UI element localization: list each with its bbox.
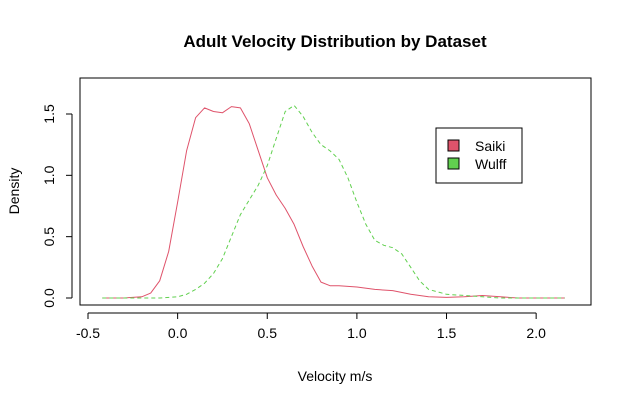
series-layer bbox=[102, 104, 565, 299]
y-tick-label: 0.0 bbox=[41, 288, 57, 308]
chart-title: Adult Velocity Distribution by Dataset bbox=[183, 32, 487, 51]
y-tick-label: 0.5 bbox=[41, 227, 57, 247]
legend: Saiki Wulff bbox=[435, 127, 523, 184]
y-tick-label: 1.0 bbox=[41, 165, 57, 185]
series-line-saiki bbox=[102, 106, 565, 299]
plot-box bbox=[79, 77, 592, 306]
y-axis-label: Density bbox=[6, 168, 22, 215]
x-tick-label: 2.0 bbox=[526, 325, 546, 341]
legend-box bbox=[435, 127, 523, 184]
legend-swatch-saiki bbox=[447, 139, 460, 152]
legend-label-wulff: Wulff bbox=[475, 156, 506, 172]
x-tick-label: 0.5 bbox=[258, 325, 278, 341]
x-tick-label: 0.0 bbox=[168, 325, 188, 341]
legend-label-saiki: Saiki bbox=[475, 138, 505, 154]
x-axis-label: Velocity m/s bbox=[298, 368, 373, 384]
series-line-wulff bbox=[102, 104, 565, 299]
legend-swatch-wulff bbox=[447, 157, 460, 170]
x-tick-label: -0.5 bbox=[76, 325, 100, 341]
y-axis: 0.0 0.5 1.0 1.5 bbox=[41, 104, 73, 308]
y-tick-label: 1.5 bbox=[41, 104, 57, 124]
x-tick-label: 1.5 bbox=[437, 325, 457, 341]
x-tick-label: 1.0 bbox=[347, 325, 367, 341]
x-axis: -0.5 0.0 0.5 1.0 1.5 2.0 bbox=[76, 312, 546, 341]
